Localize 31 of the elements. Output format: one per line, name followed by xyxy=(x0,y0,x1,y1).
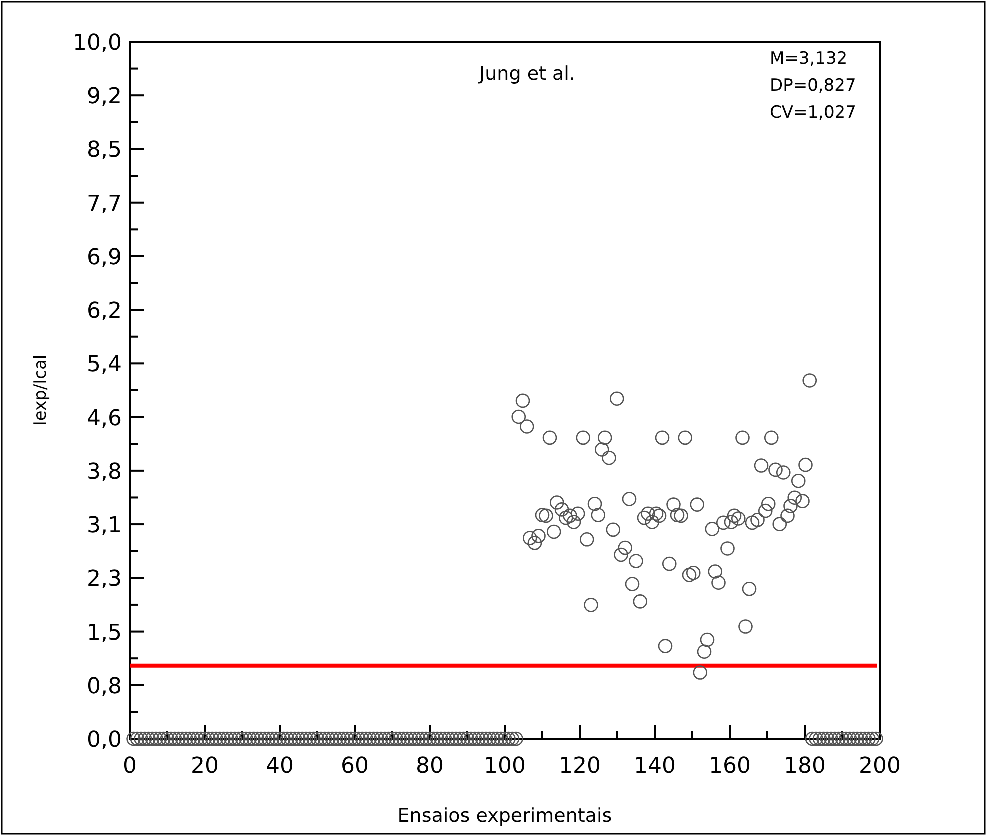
y-axis-title: Iexp/Ical xyxy=(31,354,51,426)
annotation: DP=0,827 xyxy=(770,76,856,96)
x-tick-label: 60 xyxy=(341,754,369,779)
x-tick-label: 120 xyxy=(559,754,601,779)
y-tick-label: 0,0 xyxy=(87,728,122,753)
y-tick-label: 9,2 xyxy=(87,84,122,110)
y-tick-label: 3,1 xyxy=(87,514,122,539)
x-tick-label: 80 xyxy=(416,754,444,779)
x-tick-label: 160 xyxy=(709,754,751,779)
x-tick-label: 140 xyxy=(634,754,676,779)
x-tick-label: 40 xyxy=(266,754,294,779)
annotation: Jung et al. xyxy=(478,63,576,85)
x-axis-title: Ensaios experimentais xyxy=(398,805,612,827)
y-tick-label: 8,5 xyxy=(87,138,122,164)
y-tick-label: 1,5 xyxy=(87,620,122,646)
x-tick-label: 20 xyxy=(191,754,219,779)
y-tick-label: 2,3 xyxy=(87,567,122,592)
y-tick-label: 6,9 xyxy=(87,245,122,270)
x-tick-label: 200 xyxy=(859,754,901,779)
y-tick-label: 5,4 xyxy=(87,352,122,378)
x-tick-label: 100 xyxy=(484,754,526,779)
y-tick-label: 7,7 xyxy=(87,192,122,217)
y-tick-label: 4,6 xyxy=(87,406,122,432)
annotation: M=3,132 xyxy=(770,49,848,69)
y-tick-label: 6,2 xyxy=(87,299,122,324)
y-tick-label: 0,8 xyxy=(87,674,122,700)
x-tick-label: 180 xyxy=(784,754,826,779)
x-tick-label: 0 xyxy=(123,754,137,779)
y-tick-label: 10,0 xyxy=(73,31,122,56)
annotation: CV=1,027 xyxy=(770,103,856,123)
y-tick-label: 3,8 xyxy=(87,460,122,485)
